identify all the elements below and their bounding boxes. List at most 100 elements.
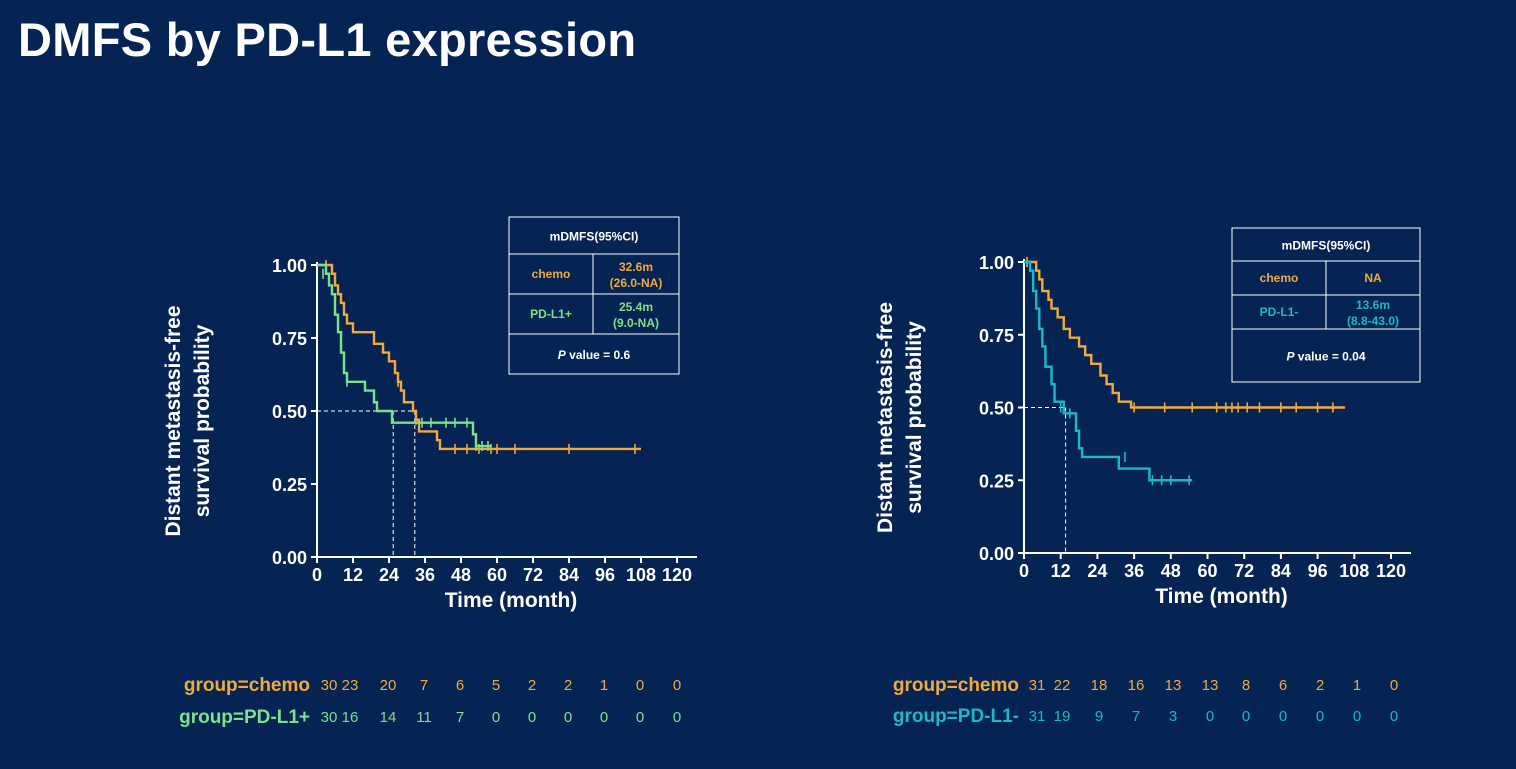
median-table-value: (26.0-NA) xyxy=(610,276,663,290)
x-tick-label: 72 xyxy=(523,565,543,585)
risk-table-count: 7 xyxy=(456,709,464,726)
y-axis-title-line2: survival probability xyxy=(903,321,926,514)
median-table-value: 25.4m xyxy=(619,300,653,314)
risk-table-count: 22 xyxy=(1054,677,1071,694)
y-tick-label: 1.00 xyxy=(979,253,1014,273)
risk-table-count: 6 xyxy=(1279,677,1287,694)
p-value-text: value = 0.04 xyxy=(1294,350,1365,364)
median-table-group-label: PD-L1+ xyxy=(530,307,572,321)
p-value-text: value = 0.6 xyxy=(566,348,631,362)
median-table-p-value: P value = 0.04 xyxy=(1286,350,1365,364)
median-table-value: NA xyxy=(1364,271,1382,285)
risk-table-count: 2 xyxy=(528,677,536,694)
y-axis-title-line1: Distant metastasis-free xyxy=(162,305,185,536)
risk-table-count: 0 xyxy=(1390,677,1398,694)
x-tick-label: 96 xyxy=(595,565,615,585)
y-tick-label: 0.50 xyxy=(272,402,307,422)
risk-table-count: 5 xyxy=(492,677,500,694)
km-curve-chemo xyxy=(1024,260,1346,409)
risk-table-count: 0 xyxy=(1353,708,1361,725)
risk-table-count: 11 xyxy=(416,709,432,726)
risk-table-count: 23 xyxy=(342,677,359,694)
risk-table-count: 0 xyxy=(1206,708,1214,725)
y-tick-label: 0.75 xyxy=(979,326,1014,346)
risk-table-count: 13 xyxy=(1165,677,1182,694)
risk-table-count: 6 xyxy=(456,677,464,694)
risk-table-count: 1 xyxy=(1353,677,1361,694)
median-table-value: (9.0-NA) xyxy=(613,316,659,330)
risk-table-count: 16 xyxy=(342,709,359,726)
risk-table-group-label: group=PD-L1+ xyxy=(179,707,310,728)
median-table-header: mDMFS(95%CI) xyxy=(550,230,639,244)
risk-table-count: 14 xyxy=(380,709,397,726)
y-axis-title-line1: Distant metastasis-free xyxy=(874,302,897,533)
p-symbol: P xyxy=(1286,350,1295,364)
x-tick-label: 84 xyxy=(559,565,579,585)
x-tick-label: 72 xyxy=(1234,561,1254,581)
median-table-group-label: chemo xyxy=(1260,271,1299,285)
x-axis-title: Time (month) xyxy=(445,589,578,612)
x-tick-label: 120 xyxy=(1376,561,1406,581)
y-tick-label: 1.00 xyxy=(272,256,307,276)
risk-table-group-label: group=chemo xyxy=(893,675,1019,696)
median-table-value: 32.6m xyxy=(619,260,653,274)
risk-table-count: 0 xyxy=(528,709,536,726)
risk-table-count: 19 xyxy=(1054,708,1071,725)
median-table-header: mDMFS(95%CI) xyxy=(1282,239,1371,253)
km-chart-pdl1-positive: 0 12 24 36 48 60 72 84 96 108 1200.000.250.500.751… xyxy=(162,216,697,728)
x-tick-label: 24 xyxy=(1087,561,1107,581)
risk-table-count: 13 xyxy=(1202,677,1219,694)
risk-table-count: 18 xyxy=(1091,677,1108,694)
risk-table-count: 20 xyxy=(380,677,397,694)
x-tick-label: 48 xyxy=(1161,561,1181,581)
risk-table-count: 1 xyxy=(600,677,608,694)
km-curve-chemo xyxy=(317,263,641,451)
p-symbol: P xyxy=(558,348,567,362)
risk-table-count: 7 xyxy=(420,677,428,694)
x-tick-label: 108 xyxy=(1339,561,1369,581)
y-tick-label: 0.75 xyxy=(272,329,307,349)
risk-table-group-label: group=PD-L1- xyxy=(893,706,1019,727)
x-tick-label: 12 xyxy=(1051,561,1071,581)
risk-table-count: 8 xyxy=(1242,677,1250,694)
risk-table-count: 0 xyxy=(636,677,644,694)
risk-table-count: 3 xyxy=(1169,708,1177,725)
y-tick-label: 0.00 xyxy=(979,544,1014,564)
risk-table-count: 0 xyxy=(564,709,572,726)
risk-table-count: 31 xyxy=(1029,677,1046,694)
risk-table-count: 0 xyxy=(673,677,681,694)
risk-table-count: 9 xyxy=(1095,708,1103,725)
risk-table-count: 0 xyxy=(1316,708,1324,725)
slide-title: DMFS by PD-L1 expression xyxy=(18,13,637,66)
risk-table-count: 30 xyxy=(321,677,338,694)
risk-table-count: 0 xyxy=(636,709,644,726)
risk-table-count: 30 xyxy=(321,709,338,726)
x-tick-label: 36 xyxy=(1124,561,1144,581)
x-tick-label: 84 xyxy=(1271,561,1291,581)
median-table-frame xyxy=(1231,227,1421,383)
x-tick-label: 60 xyxy=(1197,561,1217,581)
median-table-p-value: P value = 0.6 xyxy=(558,348,631,362)
median-table-group-label: PD-L1- xyxy=(1260,305,1299,319)
x-tick-label: 108 xyxy=(626,565,656,585)
y-tick-label: 0.25 xyxy=(979,471,1014,491)
x-tick-label: 96 xyxy=(1308,561,1328,581)
risk-table-count: 16 xyxy=(1128,677,1145,694)
median-table-value: (8.8-43.0) xyxy=(1347,314,1399,328)
risk-table-count: 31 xyxy=(1029,708,1046,725)
risk-table-group-label: group=chemo xyxy=(184,675,310,696)
risk-table-count: 0 xyxy=(492,709,500,726)
x-tick-label: 12 xyxy=(343,565,363,585)
x-tick-label: 60 xyxy=(487,565,507,585)
x-tick-label: 0 xyxy=(312,565,322,585)
x-tick-label: 36 xyxy=(415,565,435,585)
risk-table-count: 0 xyxy=(1279,708,1287,725)
risk-table-count: 0 xyxy=(673,709,681,726)
y-tick-label: 0.00 xyxy=(272,548,307,568)
median-table-group-label: chemo xyxy=(532,267,571,281)
median-table-value: 13.6m xyxy=(1356,298,1390,312)
km-curve-pdl1_pos xyxy=(317,263,491,448)
risk-table-count: 2 xyxy=(564,677,572,694)
x-tick-label: 120 xyxy=(662,565,692,585)
